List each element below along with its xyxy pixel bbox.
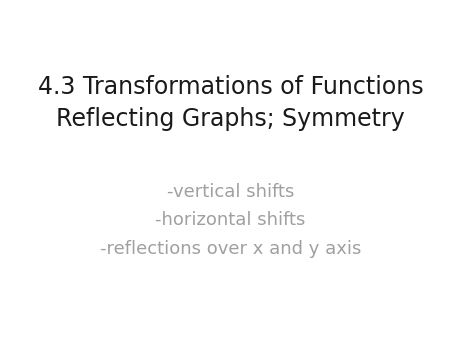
Text: -reflections over x and y axis: -reflections over x and y axis	[100, 240, 361, 258]
Text: -vertical shifts: -vertical shifts	[167, 183, 294, 200]
Text: 4.3 Transformations of Functions
Reflecting Graphs; Symmetry: 4.3 Transformations of Functions Reflect…	[38, 75, 423, 131]
Text: -horizontal shifts: -horizontal shifts	[155, 211, 306, 229]
